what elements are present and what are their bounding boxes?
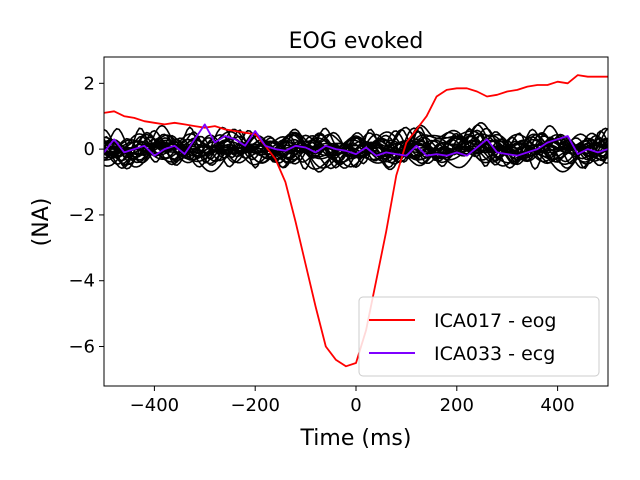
background-component-traces — [104, 121, 608, 173]
x-tick-label: 400 — [540, 395, 574, 416]
series-line — [104, 123, 608, 157]
x-tick-label: 200 — [440, 395, 474, 416]
x-tick-label: −200 — [230, 395, 279, 416]
legend: ICA017 - eog ICA033 - ecg — [358, 296, 600, 377]
y-tick-label: −2 — [68, 205, 95, 226]
x-tick-label: 0 — [350, 395, 361, 416]
component-trace — [104, 129, 608, 164]
y-tick-label: 2 — [84, 73, 95, 94]
x-tick-label: −400 — [130, 395, 179, 416]
legend-label: ICA017 - eog — [434, 310, 556, 332]
component-trace — [104, 133, 608, 162]
y-tick-label: 0 — [84, 139, 95, 160]
component-trace — [104, 133, 608, 164]
legend-box — [358, 296, 600, 377]
y-tick-label: −6 — [68, 337, 95, 358]
x-axis-label: Time (ms) — [300, 426, 412, 451]
y-axis-label: (NA) — [29, 198, 54, 247]
legend-label: ICA033 - ecg — [434, 343, 555, 365]
y-tick-label: −4 — [68, 271, 95, 292]
x-axis: −400 −200 0 200 400 — [130, 386, 575, 416]
y-axis: 2 0 −2 −4 −6 — [68, 73, 104, 358]
chart-title: EOG evoked — [289, 29, 424, 54]
series-layer — [104, 74, 608, 368]
series-line — [104, 74, 608, 368]
